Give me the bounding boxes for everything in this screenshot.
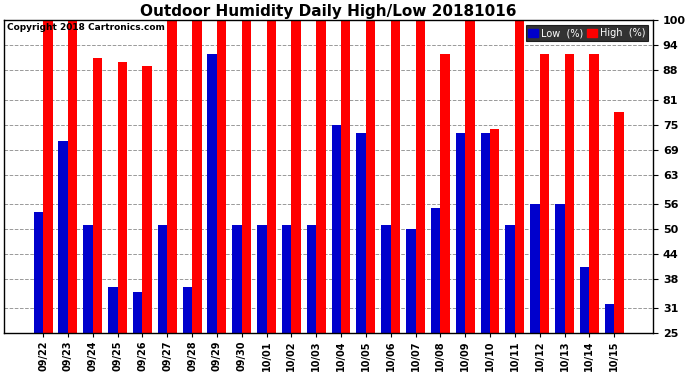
Bar — [440, 54, 450, 333]
Bar — [366, 20, 375, 333]
Bar — [540, 54, 549, 333]
Bar — [158, 225, 167, 333]
Bar — [117, 62, 127, 333]
Bar — [589, 54, 599, 333]
Bar — [564, 54, 574, 333]
Bar — [142, 66, 152, 333]
Text: Copyright 2018 Cartronics.com: Copyright 2018 Cartronics.com — [8, 24, 166, 33]
Bar — [83, 225, 92, 333]
Bar — [316, 20, 326, 333]
Bar — [43, 20, 52, 333]
Bar — [183, 287, 192, 333]
Bar — [282, 225, 291, 333]
Bar — [456, 133, 465, 333]
Bar — [515, 20, 524, 333]
Bar — [217, 20, 226, 333]
Bar — [34, 212, 43, 333]
Bar — [406, 229, 415, 333]
Bar — [391, 20, 400, 333]
Bar — [92, 58, 102, 333]
Bar — [241, 20, 251, 333]
Title: Outdoor Humidity Daily High/Low 20181016: Outdoor Humidity Daily High/Low 20181016 — [140, 4, 517, 19]
Bar — [266, 20, 276, 333]
Bar — [614, 112, 624, 333]
Bar — [357, 133, 366, 333]
Bar — [192, 20, 201, 333]
Bar — [291, 20, 301, 333]
Bar — [208, 54, 217, 333]
Bar — [431, 208, 440, 333]
Bar — [332, 124, 341, 333]
Bar — [68, 20, 77, 333]
Bar — [59, 141, 68, 333]
Bar — [133, 291, 142, 333]
Legend: Low  (%), High  (%): Low (%), High (%) — [526, 25, 648, 41]
Bar — [307, 225, 316, 333]
Bar — [555, 204, 564, 333]
Bar — [490, 129, 500, 333]
Bar — [506, 225, 515, 333]
Bar — [382, 225, 391, 333]
Bar — [481, 133, 490, 333]
Bar — [257, 225, 266, 333]
Bar — [530, 204, 540, 333]
Bar — [341, 20, 351, 333]
Bar — [604, 304, 614, 333]
Bar — [108, 287, 117, 333]
Bar — [465, 20, 475, 333]
Bar — [580, 267, 589, 333]
Bar — [167, 20, 177, 333]
Bar — [233, 225, 241, 333]
Bar — [415, 20, 425, 333]
